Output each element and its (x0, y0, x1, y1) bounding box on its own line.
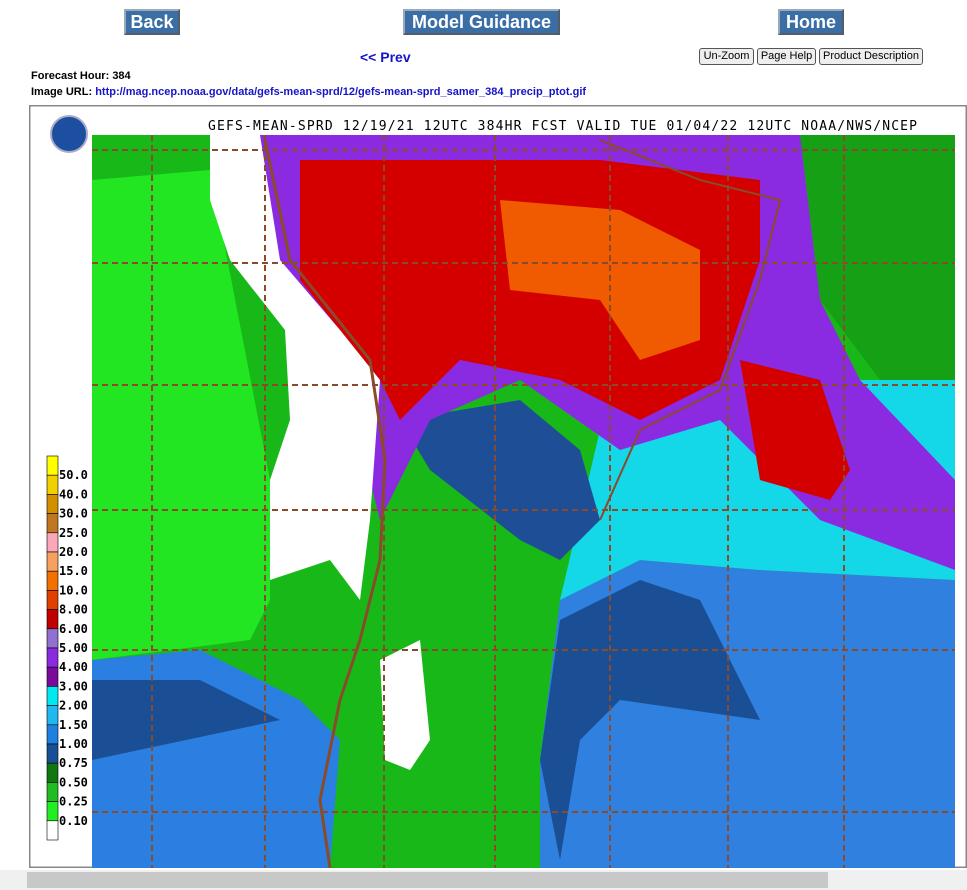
home-button[interactable]: Home (778, 9, 844, 35)
legend-swatch (46, 532, 59, 553)
legend-label: 6.00 (59, 622, 88, 636)
legend-swatch (46, 782, 59, 802)
legend-label: 3.00 (59, 679, 88, 693)
legend-label: 4.00 (59, 660, 88, 674)
legend-label: 10.0 (59, 583, 88, 597)
legend-swatch (46, 801, 59, 822)
legend-swatch (46, 494, 59, 514)
legend-label: 2.00 (59, 699, 88, 713)
legend-swatch (46, 474, 59, 495)
legend-swatch (46, 628, 59, 649)
legend-swatch (46, 686, 59, 706)
legend-label: 25.0 (59, 526, 88, 540)
legend-label: 0.25 (59, 795, 88, 809)
model-guidance-button[interactable]: Model Guidance (403, 9, 560, 35)
forecast-hour: Forecast Hour: 384 (31, 70, 131, 82)
legend-label: 40.0 (59, 487, 88, 501)
horizontal-scrollbar[interactable] (0, 870, 967, 890)
legend-label: 0.50 (59, 775, 88, 789)
legend-label: 30.0 (59, 507, 88, 521)
scroll-thumb[interactable] (27, 872, 828, 888)
legend-label: 50.0 (59, 468, 88, 482)
legend-label: 1.50 (59, 718, 88, 732)
legend-label: 0.75 (59, 756, 88, 770)
label: Forecast Hour: (31, 70, 110, 82)
legend-label: 8.00 (59, 603, 88, 617)
legend-swatch (46, 743, 59, 764)
url-link[interactable]: http://mag.ncep.noaa.gov/data/gefs-mean-… (95, 86, 587, 98)
legend-label: 0.10 (59, 814, 88, 828)
label: Image URL: (31, 86, 93, 98)
legend-label: 1.00 (59, 737, 88, 751)
legend-label: 5.00 (59, 641, 88, 655)
legend-swatch (46, 551, 59, 572)
value: 384 (112, 70, 131, 82)
tool-button[interactable]: Page Help (757, 48, 816, 65)
legend-swatch (46, 820, 59, 841)
tool-button[interactable]: Product Description (819, 48, 923, 65)
legend-swatch (46, 455, 59, 476)
legend-swatch (46, 609, 59, 630)
legend-swatch (46, 647, 59, 668)
legend-swatch (46, 590, 59, 610)
legend-swatch (46, 666, 59, 687)
prev-link[interactable]: << Prev (360, 49, 411, 65)
legend-swatch (46, 570, 59, 591)
image-url: Image URL: http://mag.ncep.noaa.gov/data… (31, 86, 586, 98)
tool-button[interactable]: Un-Zoom (699, 48, 754, 65)
map-image: GEFS-MEAN-SPRD 12/19/21 12UTC 384HR FCST… (29, 105, 967, 868)
back-button[interactable]: Back (124, 9, 180, 35)
legend-swatch (46, 762, 59, 783)
legend-label: 20.0 (59, 545, 88, 559)
legend-swatch (46, 513, 59, 534)
legend-label: 15.0 (59, 564, 88, 578)
legend-swatch (46, 724, 59, 745)
legend-swatch (46, 705, 59, 726)
map-title: GEFS-MEAN-SPRD 12/19/21 12UTC 384HR FCST… (208, 119, 917, 134)
